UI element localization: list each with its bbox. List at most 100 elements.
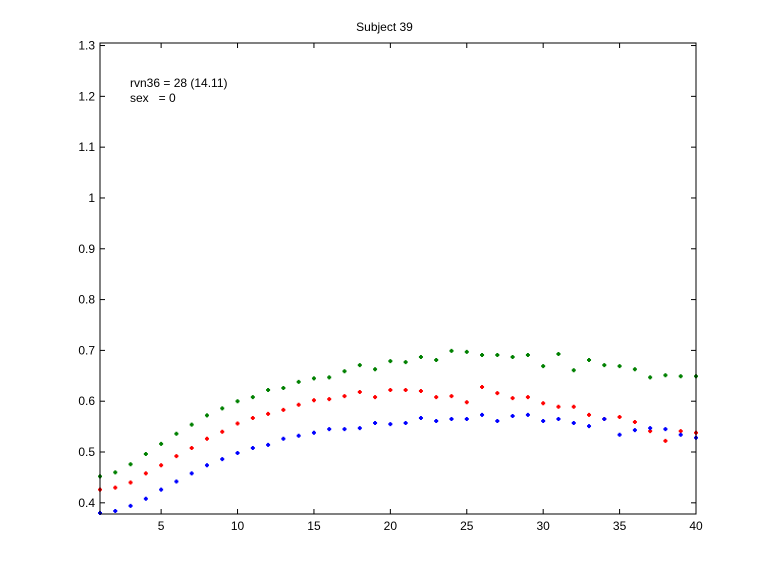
- x-tick-label: 35: [613, 519, 627, 533]
- data-point: [281, 385, 286, 390]
- data-point: [266, 388, 271, 393]
- data-point: [204, 436, 209, 441]
- data-point: [159, 463, 164, 468]
- data-point: [617, 432, 622, 437]
- data-point: [495, 391, 500, 396]
- data-point: [556, 404, 561, 409]
- data-point: [174, 479, 179, 484]
- data-point: [388, 422, 393, 427]
- data-point: [587, 358, 592, 363]
- data-point: [541, 419, 546, 424]
- data-point: [342, 427, 347, 432]
- data-point: [373, 395, 378, 400]
- data-point: [587, 424, 592, 429]
- data-point: [602, 363, 607, 368]
- data-point: [311, 376, 316, 381]
- data-point: [632, 428, 637, 433]
- data-point: [159, 487, 164, 492]
- data-point: [632, 367, 637, 372]
- y-tick-label: 1: [88, 191, 95, 205]
- data-point: [434, 419, 439, 424]
- y-tick-label: 0.7: [78, 343, 95, 357]
- data-point: [220, 429, 225, 434]
- data-point: [617, 414, 622, 419]
- data-point: [189, 422, 194, 427]
- data-point: [418, 415, 423, 420]
- data-point: [174, 454, 179, 459]
- data-point: [678, 432, 683, 437]
- data-point: [296, 433, 301, 438]
- data-point: [663, 373, 668, 378]
- data-point: [204, 413, 209, 418]
- data-point: [113, 485, 118, 490]
- data-point: [189, 445, 194, 450]
- data-point: [525, 412, 530, 417]
- y-tick-label: 1.3: [78, 39, 95, 53]
- data-point: [495, 419, 500, 424]
- data-point: [464, 400, 469, 405]
- data-point: [250, 445, 255, 450]
- annotation-rvn36: rvn36 = 28 (14.11): [130, 76, 228, 90]
- data-point: [357, 390, 362, 395]
- axes-box: [99, 42, 697, 515]
- data-point: [266, 442, 271, 447]
- data-point: [403, 421, 408, 426]
- x-axis: 5 10 15 20 25 30 35 40: [158, 43, 703, 533]
- x-tick-label: 15: [307, 519, 321, 533]
- data-point: [418, 355, 423, 359]
- chart-title: Subject 39: [356, 20, 413, 34]
- data-point: [357, 426, 362, 431]
- data-point: [342, 394, 347, 399]
- data-point: [128, 480, 133, 485]
- data-point: [480, 352, 485, 357]
- data-point: [143, 496, 148, 501]
- data-point: [556, 351, 561, 356]
- data-point: [571, 421, 576, 426]
- data-point: [525, 352, 530, 357]
- data-point: [113, 508, 118, 513]
- data-point: [617, 364, 622, 369]
- data-point: [418, 389, 423, 394]
- data-point: [678, 429, 683, 434]
- data-point: [663, 427, 668, 432]
- data-point: [480, 412, 485, 417]
- data-point: [250, 395, 255, 400]
- data-point: [296, 402, 301, 407]
- data-point: [663, 438, 668, 443]
- data-point: [464, 349, 469, 354]
- data-point: [449, 348, 454, 353]
- data-point: [510, 355, 515, 359]
- data-point: [525, 395, 530, 400]
- data-point: [464, 416, 469, 421]
- data-point: [327, 397, 332, 402]
- data-point: [373, 367, 378, 372]
- data-point: [143, 471, 148, 476]
- data-point: [189, 471, 194, 476]
- data-point: [510, 413, 515, 418]
- data-point: [510, 396, 515, 401]
- data-point: [220, 406, 225, 411]
- data-point: [357, 363, 362, 368]
- y-tick-label: 1.2: [78, 89, 95, 103]
- data-point: [235, 451, 240, 456]
- data-point: [235, 421, 240, 426]
- x-tick-label: 40: [689, 519, 703, 533]
- data-point: [174, 431, 179, 436]
- data-point: [403, 388, 408, 393]
- data-point: [327, 375, 332, 380]
- data-point: [128, 462, 133, 467]
- data-point: [281, 436, 286, 441]
- y-tick-label: 1.1: [78, 140, 95, 154]
- data-point: [403, 360, 408, 365]
- data-point: [388, 359, 393, 364]
- data-point: [143, 452, 148, 457]
- data-point: [296, 379, 301, 384]
- data-point: [602, 416, 607, 421]
- data-point: [571, 368, 576, 373]
- y-tick-label: 0.6: [78, 394, 95, 408]
- data-point: [587, 412, 592, 417]
- data-point: [220, 457, 225, 462]
- data-point: [571, 404, 576, 409]
- data-point: [327, 427, 332, 432]
- data-point: [204, 463, 209, 468]
